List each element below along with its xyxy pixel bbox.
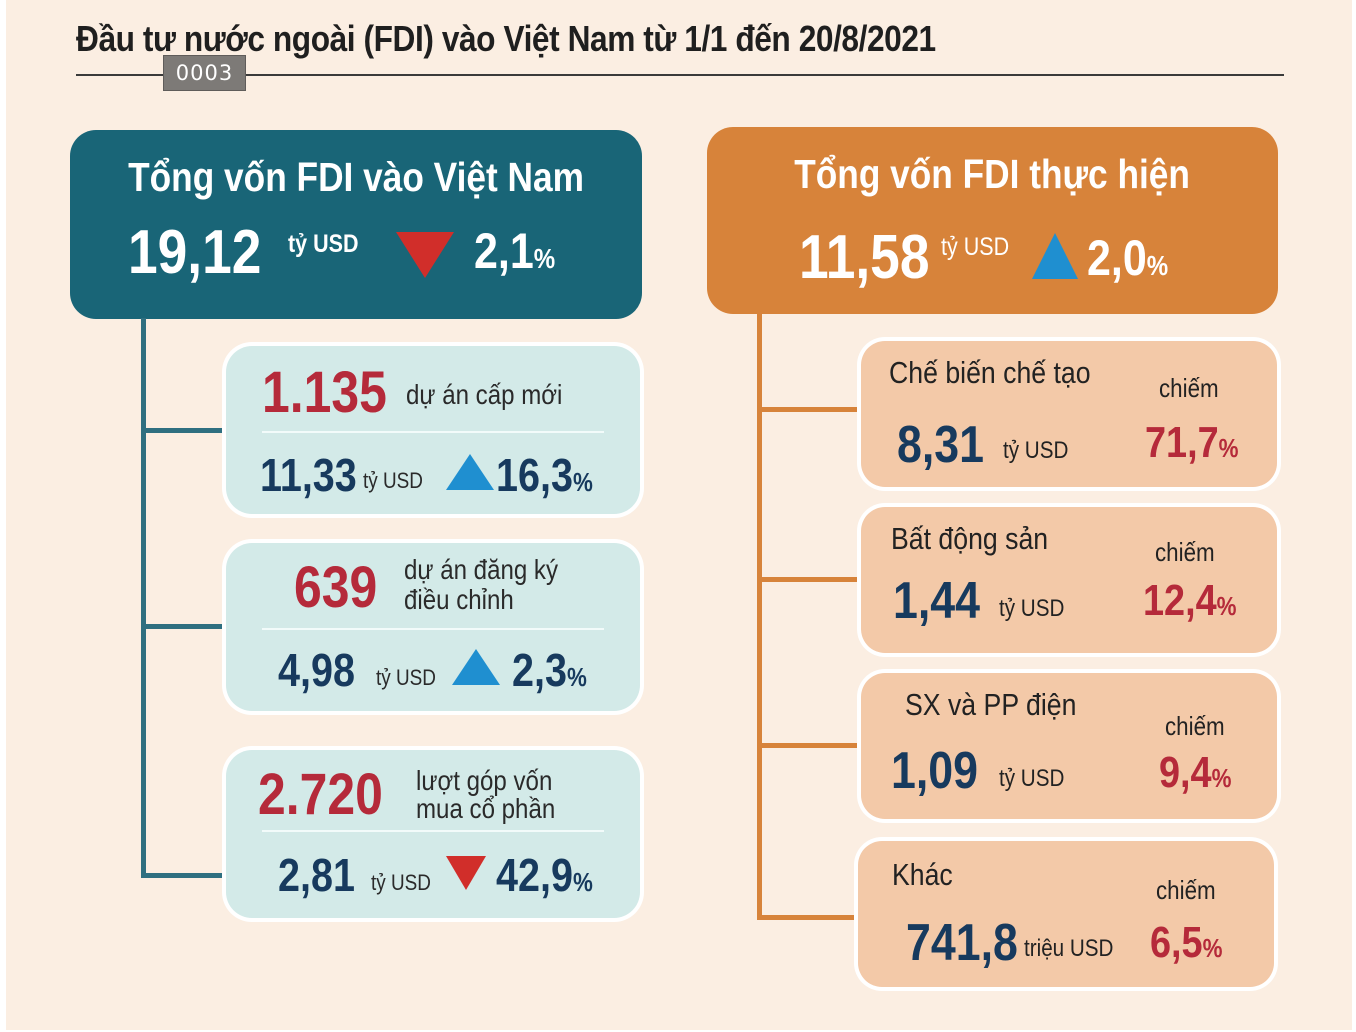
connector-branch <box>757 407 861 412</box>
other-value: 741,8 <box>906 914 1018 972</box>
implemented-fdi-unit: tỷ USD <box>941 233 1010 261</box>
page-title: Đầu tư nước ngoài (FDI) vào Việt Nam từ … <box>76 18 936 59</box>
adjusted-projects-card: 639 dự án đăng ký điều chỉnh 4,98 tỷ USD… <box>226 543 640 711</box>
page-number-badge: 0003 <box>163 55 246 91</box>
card-divider <box>262 628 604 630</box>
connector-branch <box>141 873 227 878</box>
real-estate-label: Bất động sản <box>891 521 1049 556</box>
total-fdi-unit: tỷ USD <box>288 230 359 258</box>
adjusted-projects-change: 2,3 <box>512 644 567 696</box>
real-estate-share-label: chiếm <box>1155 537 1215 567</box>
new-projects-unit: tỷ USD <box>363 468 423 493</box>
down-arrow-icon <box>396 232 454 278</box>
other-share: 6,5 <box>1150 918 1203 967</box>
total-fdi-title: Tổng vốn FDI vào Việt Nam <box>128 154 584 200</box>
other-unit: triệu USD <box>1024 935 1114 962</box>
manufacturing-unit: tỷ USD <box>1003 437 1069 464</box>
percent-sign: % <box>1211 763 1232 793</box>
connector-branch <box>757 743 861 748</box>
other-label: Khác <box>892 857 953 892</box>
total-fdi-header: Tổng vốn FDI vào Việt Nam 19,12 tỷ USD 2… <box>70 130 642 319</box>
capital-contribution-label-1: lượt góp vốn <box>416 765 553 796</box>
total-fdi-change: 2,1 <box>474 223 534 279</box>
real-estate-share: 12,4 <box>1143 576 1217 625</box>
electricity-unit: tỷ USD <box>999 765 1065 792</box>
capital-contribution-label-2: mua cổ phần <box>416 793 556 824</box>
implemented-fdi-header: Tổng vốn FDI thực hiện 11,58 tỷ USD 2,0% <box>707 127 1278 314</box>
electricity-share-label: chiếm <box>1165 711 1225 741</box>
manufacturing-card: Chế biến chế tạo chiếm 8,31 tỷ USD 71,7% <box>861 341 1277 487</box>
connector-trunk <box>757 314 762 920</box>
new-projects-value: 11,33 <box>260 449 357 501</box>
up-arrow-icon <box>1032 233 1078 279</box>
percent-sign: % <box>1216 591 1237 621</box>
new-projects-change: 16,3 <box>496 449 573 501</box>
adjusted-projects-label-1: dự án đăng ký <box>404 554 559 585</box>
connector-trunk <box>141 318 146 878</box>
percent-sign: % <box>572 867 593 897</box>
electricity-share: 9,4 <box>1159 748 1212 797</box>
capital-contribution-value: 2,81 <box>278 849 355 901</box>
connector-branch <box>757 915 861 920</box>
capital-contribution-unit: tỷ USD <box>371 870 431 895</box>
real-estate-value: 1,44 <box>893 572 981 630</box>
adjusted-projects-unit: tỷ USD <box>376 665 436 690</box>
adjusted-projects-label-2: điều chỉnh <box>404 584 514 615</box>
title-divider <box>76 74 1284 76</box>
percent-sign: % <box>566 662 587 692</box>
manufacturing-share-label: chiếm <box>1159 373 1219 403</box>
connector-branch <box>757 577 861 582</box>
other-card: Khác chiếm 741,8 triệu USD 6,5% <box>858 841 1274 987</box>
real-estate-unit: tỷ USD <box>999 595 1065 622</box>
implemented-fdi-value: 11,58 <box>799 223 930 292</box>
adjusted-projects-count: 639 <box>294 555 378 620</box>
card-divider <box>262 431 604 433</box>
capital-contribution-count: 2.720 <box>258 762 383 827</box>
new-projects-card: 1.135 dự án cấp mới 11,33 tỷ USD 16,3% <box>226 346 640 514</box>
percent-sign: % <box>1146 250 1169 281</box>
manufacturing-share: 71,7 <box>1145 418 1219 467</box>
real-estate-card: Bất động sản chiếm 1,44 tỷ USD 12,4% <box>861 507 1277 653</box>
connector-branch <box>141 624 227 629</box>
connector-branch <box>141 428 227 433</box>
total-fdi-value: 19,12 <box>128 218 262 287</box>
new-projects-label: dự án cấp mới <box>406 379 563 410</box>
percent-sign: % <box>533 243 556 274</box>
percent-sign: % <box>1218 433 1239 463</box>
adjusted-projects-value: 4,98 <box>278 644 355 696</box>
implemented-fdi-title: Tổng vốn FDI thực hiện <box>794 151 1191 197</box>
capital-contribution-card: 2.720 lượt góp vốn mua cổ phần 2,81 tỷ U… <box>226 750 640 918</box>
capital-contribution-change: 42,9 <box>496 849 573 901</box>
manufacturing-value: 8,31 <box>897 416 985 474</box>
electricity-card: SX và PP điện chiếm 1,09 tỷ USD 9,4% <box>861 673 1277 819</box>
up-arrow-icon <box>452 649 500 685</box>
electricity-label: SX và PP điện <box>905 687 1077 722</box>
new-projects-count: 1.135 <box>262 360 387 425</box>
other-share-label: chiếm <box>1156 875 1216 905</box>
percent-sign: % <box>572 467 593 497</box>
implemented-fdi-change: 2,0 <box>1087 230 1147 286</box>
up-arrow-icon <box>446 454 494 490</box>
percent-sign: % <box>1202 933 1223 963</box>
down-arrow-icon <box>446 856 486 890</box>
electricity-value: 1,09 <box>891 742 979 800</box>
card-divider <box>262 830 604 832</box>
manufacturing-label: Chế biến chế tạo <box>889 355 1091 390</box>
